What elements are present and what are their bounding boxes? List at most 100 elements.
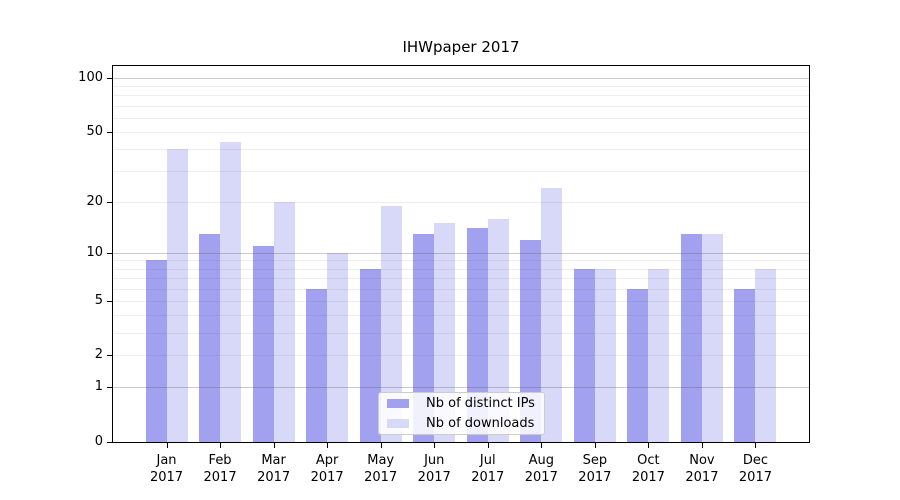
bar-ips-jan	[145, 260, 167, 442]
x-tick-month: Mar	[261, 453, 286, 468]
x-tick-month: Aug	[528, 453, 554, 468]
legend-entry-distinct-ips: Nb of distinct IPs	[387, 395, 544, 412]
minor-gridline	[113, 105, 809, 107]
y-tick-label: 0	[94, 434, 103, 449]
x-tick-year: 2017	[310, 470, 344, 485]
y-tick-label: 1	[94, 379, 103, 395]
legend-entry-downloads: Nb of downloads	[387, 415, 544, 432]
bar-ips-jul	[466, 228, 488, 442]
chart-title: IHWpaper 2017	[402, 38, 520, 56]
minor-gridline	[113, 332, 809, 334]
legend-label: Nb of distinct IPs	[426, 396, 535, 411]
y-tick-mark	[107, 442, 112, 443]
minor-gridline	[113, 131, 809, 133]
bar-ips-sep	[573, 268, 595, 442]
x-tick-month: Jun	[424, 453, 445, 468]
y-tick-mark	[107, 387, 112, 389]
y-tick-mark	[107, 131, 112, 133]
x-tick-month: Feb	[208, 453, 232, 468]
x-tick-mark	[434, 443, 436, 448]
legend-swatch	[387, 399, 409, 408]
x-tick-label-mar: Mar 2017	[247, 452, 301, 486]
bar-ips-feb	[199, 233, 221, 442]
minor-gridline	[113, 268, 809, 270]
y-tick-label: 10	[86, 244, 103, 260]
x-tick-mark	[380, 443, 382, 448]
major-gridline	[113, 252, 809, 254]
x-tick-month: Nov	[689, 453, 715, 468]
major-gridline	[113, 387, 809, 389]
bar-ips-oct	[627, 288, 649, 442]
minor-gridline	[113, 171, 809, 173]
minor-gridline	[113, 277, 809, 279]
bar-downloads-nov	[701, 233, 723, 442]
minor-gridline	[113, 288, 809, 290]
bar-downloads-feb	[220, 141, 242, 442]
y-tick-mark	[107, 252, 112, 254]
x-tick-mark	[273, 443, 275, 448]
bar-ips-dec	[734, 288, 756, 442]
x-tick-year: 2017	[364, 470, 398, 485]
x-tick-year: 2017	[578, 470, 612, 485]
x-tick-mark	[166, 443, 168, 448]
x-tick-label-apr: Apr 2017	[300, 452, 354, 486]
y-tick-label: 50	[86, 123, 103, 139]
bar-downloads-jun	[434, 223, 456, 442]
y-tick-mark	[107, 78, 112, 79]
legend-swatch	[387, 419, 409, 428]
x-tick-year: 2017	[524, 470, 558, 485]
bar-downloads-oct	[648, 268, 670, 442]
bar-ips-jun	[413, 233, 435, 442]
x-tick-year: 2017	[149, 470, 184, 485]
x-tick-year: 2017	[685, 470, 719, 485]
minor-gridline	[113, 95, 809, 97]
bar-downloads-apr	[327, 252, 349, 442]
x-tick-label-dec: Dec 2017	[728, 452, 782, 486]
y-tick-mark	[107, 201, 112, 203]
minor-gridline	[113, 86, 809, 88]
bar-ips-may	[359, 268, 381, 442]
x-tick-label-nov: Nov 2017	[675, 452, 729, 486]
x-tick-year: 2017	[631, 470, 665, 485]
minor-gridline	[113, 117, 809, 119]
plot-area: Nb of distinct IPs Nb of downloads	[112, 65, 810, 443]
y-tick-mark	[107, 355, 112, 357]
x-tick-label-jul: Jul 2017	[461, 452, 515, 486]
bar-ips-apr	[306, 288, 328, 442]
x-tick-month: Jul	[479, 453, 496, 468]
y-tick-label: 5	[94, 292, 103, 308]
x-tick-month: Jan	[156, 453, 177, 468]
bar-downloads-dec	[755, 268, 777, 442]
minor-gridline	[113, 300, 809, 302]
bar-ips-mar	[252, 246, 274, 442]
x-tick-mark	[648, 443, 650, 448]
x-tick-label-feb: Feb 2017	[193, 452, 247, 486]
bar-downloads-jul	[487, 218, 509, 442]
x-tick-mark	[487, 443, 489, 448]
x-tick-year: 2017	[417, 470, 451, 485]
x-tick-mark	[327, 443, 329, 448]
x-tick-label-sep: Sep 2017	[568, 452, 622, 486]
x-tick-month: Sep	[582, 453, 608, 468]
minor-gridline	[113, 149, 809, 151]
bar-ips-aug	[520, 239, 542, 442]
x-tick-month: Oct	[637, 453, 660, 468]
bar-downloads-mar	[273, 201, 295, 442]
x-tick-label-jun: Jun 2017	[407, 452, 461, 486]
x-tick-year: 2017	[738, 470, 772, 485]
x-tick-mark	[220, 443, 222, 448]
x-tick-label-oct: Oct 2017	[621, 452, 675, 486]
major-gridline	[113, 78, 809, 79]
bar-downloads-may	[380, 205, 402, 442]
y-tick-mark	[107, 300, 112, 302]
bar-ips-nov	[680, 233, 702, 442]
x-tick-year: 2017	[257, 470, 291, 485]
x-tick-label-jan: Jan 2017	[140, 452, 194, 486]
legend-label: Nb of downloads	[426, 416, 535, 431]
x-tick-label-may: May 2017	[354, 452, 408, 486]
x-tick-year: 2017	[471, 470, 505, 485]
x-tick-label-aug: Aug 2017	[514, 452, 568, 486]
bar-downloads-sep	[594, 268, 616, 442]
minor-gridline	[113, 260, 809, 262]
y-tick-label: 20	[86, 193, 103, 209]
